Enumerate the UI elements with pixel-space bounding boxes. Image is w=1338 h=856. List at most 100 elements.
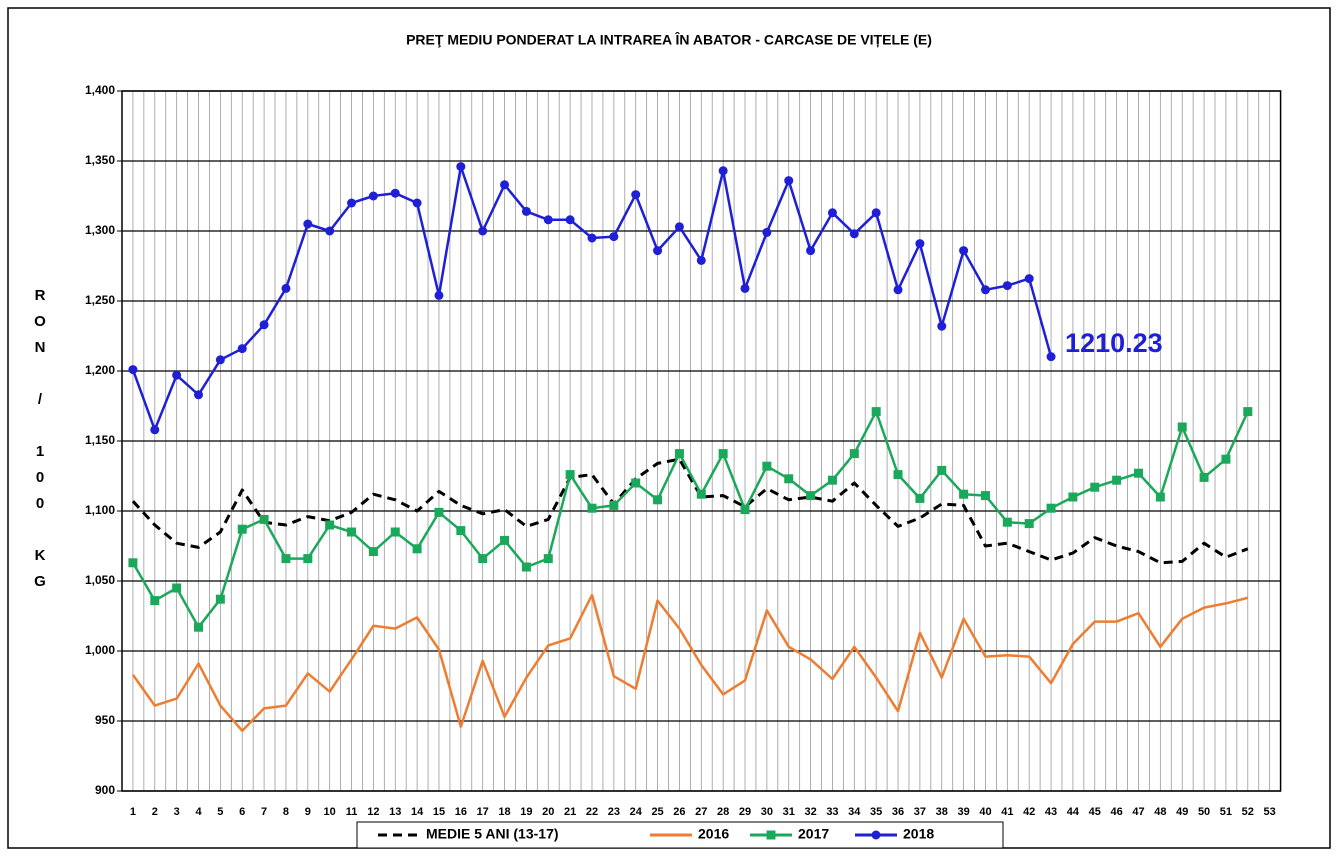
y-tick-label: 1,400 <box>85 83 115 97</box>
legend-marker <box>766 830 776 840</box>
y-tick-label: 900 <box>95 783 115 797</box>
point <box>827 475 837 485</box>
point <box>150 425 160 435</box>
point <box>412 198 422 208</box>
x-tick-label: 44 <box>1067 806 1080 818</box>
point <box>543 554 553 564</box>
x-tick-label: 27 <box>695 806 707 818</box>
point <box>215 355 225 365</box>
point <box>194 622 204 632</box>
legend-label: 2016 <box>698 826 729 842</box>
point <box>959 489 969 499</box>
y-tick-label: 1,350 <box>85 153 115 167</box>
x-tick-label: 22 <box>586 806 598 818</box>
x-tick-label: 50 <box>1198 806 1210 818</box>
y-tick-label: 1,100 <box>85 503 115 517</box>
point <box>325 520 335 530</box>
point <box>915 239 925 249</box>
y-tick-label: 1,300 <box>85 223 115 237</box>
x-tick-label: 2 <box>152 806 158 818</box>
series-line <box>131 593 1249 733</box>
x-tick-label: 29 <box>739 806 751 818</box>
chart-title: PREŢ MEDIU PONDERAT LA INTRAREA ÎN ABATO… <box>406 31 932 48</box>
point <box>456 526 466 536</box>
x-tick-label: 51 <box>1220 806 1232 818</box>
point <box>653 495 663 505</box>
x-tick-label: 26 <box>673 806 685 818</box>
point <box>1068 492 1078 502</box>
point <box>806 491 816 501</box>
point <box>390 188 400 198</box>
point <box>871 208 881 218</box>
point <box>172 370 182 380</box>
x-tick-label: 9 <box>305 806 311 818</box>
point <box>827 208 837 218</box>
y-tick-label: 1,150 <box>85 433 115 447</box>
point <box>237 524 247 534</box>
point <box>893 470 903 480</box>
series-line <box>131 410 1249 629</box>
legend-label: 2017 <box>798 826 829 842</box>
value-label: 1210.23 <box>1065 328 1163 358</box>
plot-frame <box>121 90 1282 792</box>
point <box>1046 503 1056 513</box>
point <box>631 190 641 200</box>
x-tick-label: 46 <box>1111 806 1123 818</box>
x-tick-label: 18 <box>498 806 510 818</box>
point <box>347 527 357 537</box>
point <box>521 206 531 216</box>
point <box>1002 517 1012 527</box>
point <box>237 344 247 354</box>
point <box>150 596 160 606</box>
x-tick-label: 35 <box>870 806 882 818</box>
point <box>172 583 182 593</box>
x-tick-label: 7 <box>261 806 267 818</box>
point <box>849 229 859 239</box>
point <box>1133 468 1143 478</box>
y-tick-label: 1,000 <box>85 643 115 657</box>
x-tick-label: 41 <box>1001 806 1013 818</box>
point <box>500 535 510 545</box>
x-tick-label: 32 <box>804 806 816 818</box>
legend-label: MEDIE 5 ANI (13-17) <box>426 826 559 842</box>
point <box>1046 352 1056 362</box>
point <box>806 246 816 256</box>
chart-frame <box>7 7 1331 849</box>
x-tick-label: 8 <box>283 806 289 818</box>
point <box>478 554 488 564</box>
x-tick-label: 28 <box>717 806 729 818</box>
point <box>784 176 794 186</box>
point <box>762 227 772 237</box>
point <box>303 219 313 229</box>
x-tick-label: 45 <box>1089 806 1101 818</box>
point <box>784 474 794 484</box>
x-tick-label: 38 <box>936 806 948 818</box>
point <box>631 478 641 488</box>
legend-marker <box>871 830 881 840</box>
x-tick-label: 3 <box>174 806 180 818</box>
point <box>565 215 575 225</box>
x-tick-label: 53 <box>1264 806 1276 818</box>
x-tick-label: 11 <box>346 806 358 818</box>
y-tick-label: 1,250 <box>85 293 115 307</box>
x-tick-label: 17 <box>477 806 489 818</box>
y-tick-label: 1,200 <box>85 363 115 377</box>
point <box>718 166 728 176</box>
x-tick-label: 25 <box>651 806 663 818</box>
point <box>1002 281 1012 291</box>
y-tick-label: 950 <box>95 713 115 727</box>
point <box>980 491 990 501</box>
x-tick-label: 13 <box>389 806 401 818</box>
x-tick-label: 37 <box>914 806 926 818</box>
x-tick-label: 52 <box>1242 806 1254 818</box>
point <box>281 283 291 293</box>
legend-label: 2018 <box>903 826 934 842</box>
point <box>674 449 684 459</box>
point <box>1199 472 1209 482</box>
point <box>543 215 553 225</box>
x-tick-label: 36 <box>892 806 904 818</box>
point <box>456 162 466 172</box>
x-tick-label: 21 <box>564 806 576 818</box>
x-tick-label: 6 <box>239 806 245 818</box>
